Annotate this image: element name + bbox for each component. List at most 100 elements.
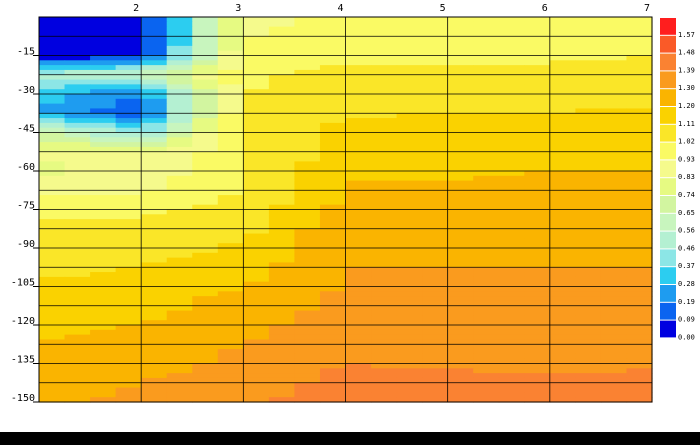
contour-cell — [90, 103, 117, 110]
contour-cell — [268, 339, 296, 345]
contour-cell — [447, 219, 474, 225]
contour-cell — [575, 185, 602, 191]
colorbar-swatch — [660, 35, 676, 53]
contour-cell — [524, 368, 551, 374]
contour-cell — [396, 209, 423, 215]
contour-cell — [371, 108, 398, 114]
contour-cell — [447, 17, 474, 23]
contour-cell — [319, 387, 347, 393]
contour-cell — [345, 329, 372, 336]
contour-cell — [294, 223, 321, 230]
contour-cell — [524, 214, 551, 220]
contour-cell — [575, 199, 602, 206]
contour-cell — [90, 238, 117, 244]
contour-cell — [575, 175, 602, 182]
contour-cell — [422, 185, 449, 191]
contour-cell — [268, 69, 296, 76]
contour-cell — [422, 103, 449, 110]
contour-cell — [422, 329, 449, 336]
contour-cell — [90, 329, 117, 336]
contour-cell — [345, 151, 372, 158]
contour-cell — [371, 175, 398, 182]
contour-cell — [473, 171, 500, 177]
contour-cell — [39, 180, 66, 187]
contour-cell — [371, 151, 398, 158]
contour-cell — [345, 214, 372, 220]
contour-cell — [166, 248, 193, 254]
contour-cell — [217, 305, 244, 312]
contour-cell — [371, 199, 398, 206]
contour-cell — [600, 98, 628, 105]
contour-cell — [217, 373, 244, 379]
contour-cell — [294, 55, 321, 61]
contour-cell — [626, 161, 653, 167]
contour-cell — [141, 334, 168, 341]
contour-cell — [396, 339, 423, 345]
contour-cell — [524, 262, 551, 268]
contour-cell — [600, 276, 628, 283]
contour-cell — [447, 387, 474, 393]
contour-cell — [166, 137, 193, 143]
contour-cell — [600, 377, 628, 384]
contour-cell — [626, 243, 653, 249]
contour-cell — [549, 74, 576, 81]
contour-cell — [39, 248, 66, 254]
contour-cell — [575, 286, 602, 292]
contour-cell — [90, 276, 117, 283]
contour-cell — [166, 89, 193, 95]
contour-cell — [141, 26, 168, 33]
contour-cell — [524, 50, 551, 57]
contour-cell — [243, 89, 270, 95]
contour-cell — [626, 334, 653, 341]
contour-cell — [319, 382, 347, 389]
contour-cell — [498, 161, 525, 167]
contour-cell — [166, 55, 193, 61]
contour-cell — [115, 339, 142, 345]
contour-cell — [498, 180, 525, 187]
contour-cell — [345, 223, 372, 230]
contour-cell — [422, 199, 449, 206]
contour-cell — [141, 17, 168, 23]
contour-cell — [600, 233, 628, 239]
contour-cell — [39, 50, 66, 57]
contour-cell — [141, 387, 168, 393]
contour-cell — [422, 262, 449, 268]
colorbar-swatch — [660, 320, 676, 338]
contour-cell — [319, 219, 347, 225]
contour-cell — [345, 137, 372, 143]
contour-cell — [524, 17, 551, 23]
contour-cell — [371, 190, 398, 196]
contour-cell — [498, 344, 525, 350]
contour-cell — [626, 132, 653, 138]
contour-cell — [498, 296, 525, 302]
contour-cell — [39, 281, 66, 288]
contour-cell — [64, 300, 91, 307]
contour-cell — [575, 31, 602, 37]
contour-cell — [600, 65, 628, 71]
contour-cell — [600, 137, 628, 143]
contour-cell — [396, 41, 423, 47]
contour-cell — [39, 387, 66, 393]
contour-cell — [166, 392, 193, 398]
contour-cell — [217, 60, 244, 66]
contour-cell — [345, 238, 372, 244]
contour-cell — [626, 146, 653, 153]
contour-cell — [166, 74, 193, 81]
contour-cell — [626, 344, 653, 350]
contour-cell — [422, 146, 449, 153]
contour-cell — [371, 94, 398, 100]
contour-cell — [268, 31, 296, 37]
contour-cell — [39, 94, 66, 100]
contour-cell — [371, 69, 398, 76]
contour-cell — [524, 21, 551, 28]
contour-cell — [243, 21, 270, 28]
contour-cell — [524, 79, 551, 85]
contour-cell — [90, 209, 117, 215]
contour-cell — [422, 233, 449, 239]
contour-cell — [166, 300, 193, 307]
contour-cell — [498, 26, 525, 33]
contour-cell — [217, 17, 244, 23]
contour-cell — [549, 108, 576, 114]
contour-cell — [294, 171, 321, 177]
contour-cell — [90, 94, 117, 100]
